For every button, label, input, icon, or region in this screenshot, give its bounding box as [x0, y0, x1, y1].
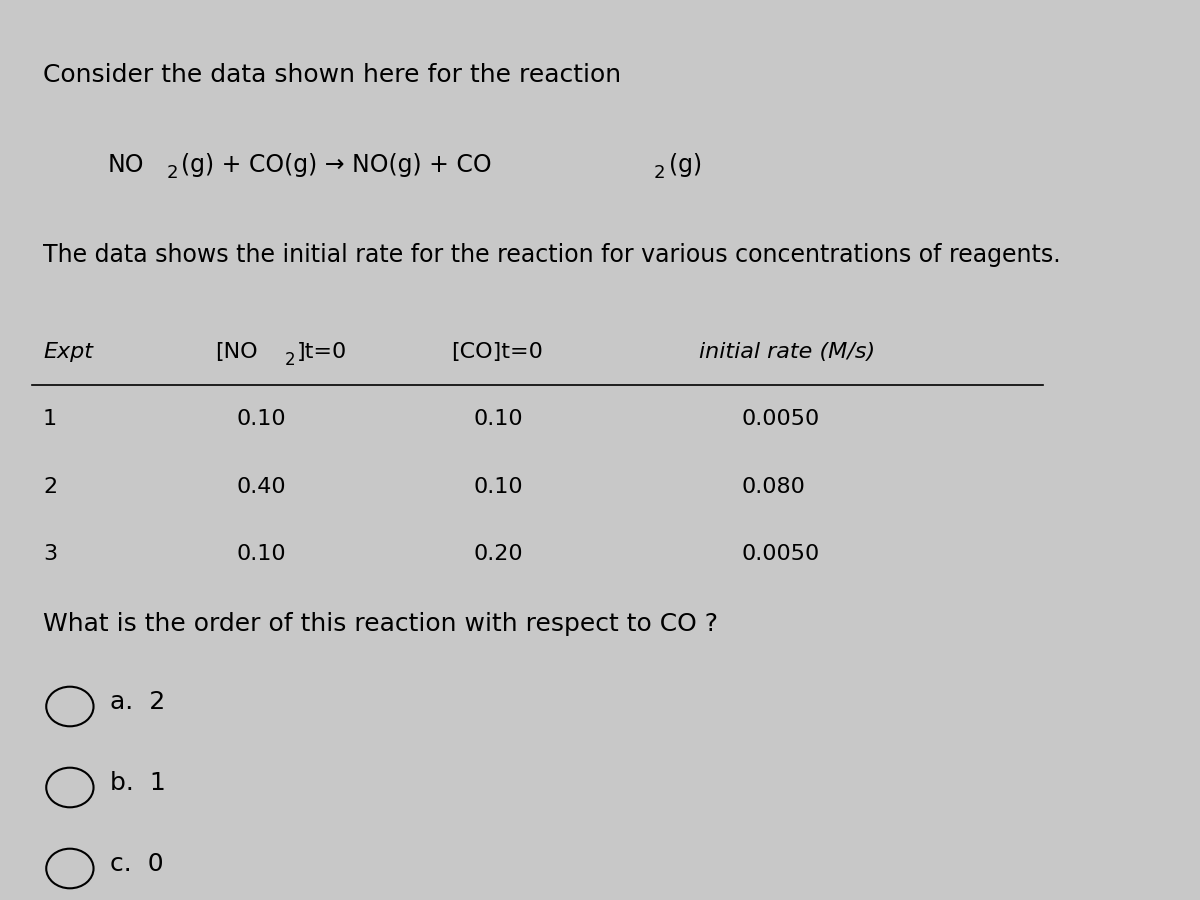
Text: c.  0: c. 0: [109, 852, 163, 876]
Text: initial rate (M/s): initial rate (M/s): [698, 342, 875, 362]
Text: 0.10: 0.10: [236, 410, 286, 429]
Text: [CO]t=0: [CO]t=0: [451, 342, 544, 362]
Text: 0.20: 0.20: [473, 544, 523, 564]
Text: 0.0050: 0.0050: [742, 410, 820, 429]
Text: ]t=0: ]t=0: [296, 342, 347, 362]
Text: 2: 2: [167, 164, 178, 182]
Text: 1: 1: [43, 410, 58, 429]
Text: 0.0050: 0.0050: [742, 544, 820, 564]
Text: b.  1: b. 1: [109, 771, 166, 795]
Text: 0.40: 0.40: [236, 477, 286, 497]
Text: 2: 2: [654, 164, 665, 182]
Text: The data shows the initial rate for the reaction for various concentrations of r: The data shows the initial rate for the …: [43, 243, 1061, 267]
Text: 2: 2: [284, 351, 295, 369]
Text: (g): (g): [668, 153, 702, 177]
Text: 0.10: 0.10: [473, 410, 523, 429]
Text: (g) + CO(g) → NO(g) + CO: (g) + CO(g) → NO(g) + CO: [181, 153, 491, 177]
Text: 3: 3: [43, 544, 58, 564]
Text: [NO: [NO: [215, 342, 258, 362]
Text: 0.080: 0.080: [742, 477, 805, 497]
Text: a.  2: a. 2: [109, 690, 164, 714]
Text: NO: NO: [108, 153, 144, 177]
Text: 0.10: 0.10: [473, 477, 523, 497]
Text: Consider the data shown here for the reaction: Consider the data shown here for the rea…: [43, 63, 622, 87]
Text: 2: 2: [43, 477, 58, 497]
Text: What is the order of this reaction with respect to CO ?: What is the order of this reaction with …: [43, 612, 718, 636]
Text: 0.10: 0.10: [236, 544, 286, 564]
Text: Expt: Expt: [43, 342, 94, 362]
